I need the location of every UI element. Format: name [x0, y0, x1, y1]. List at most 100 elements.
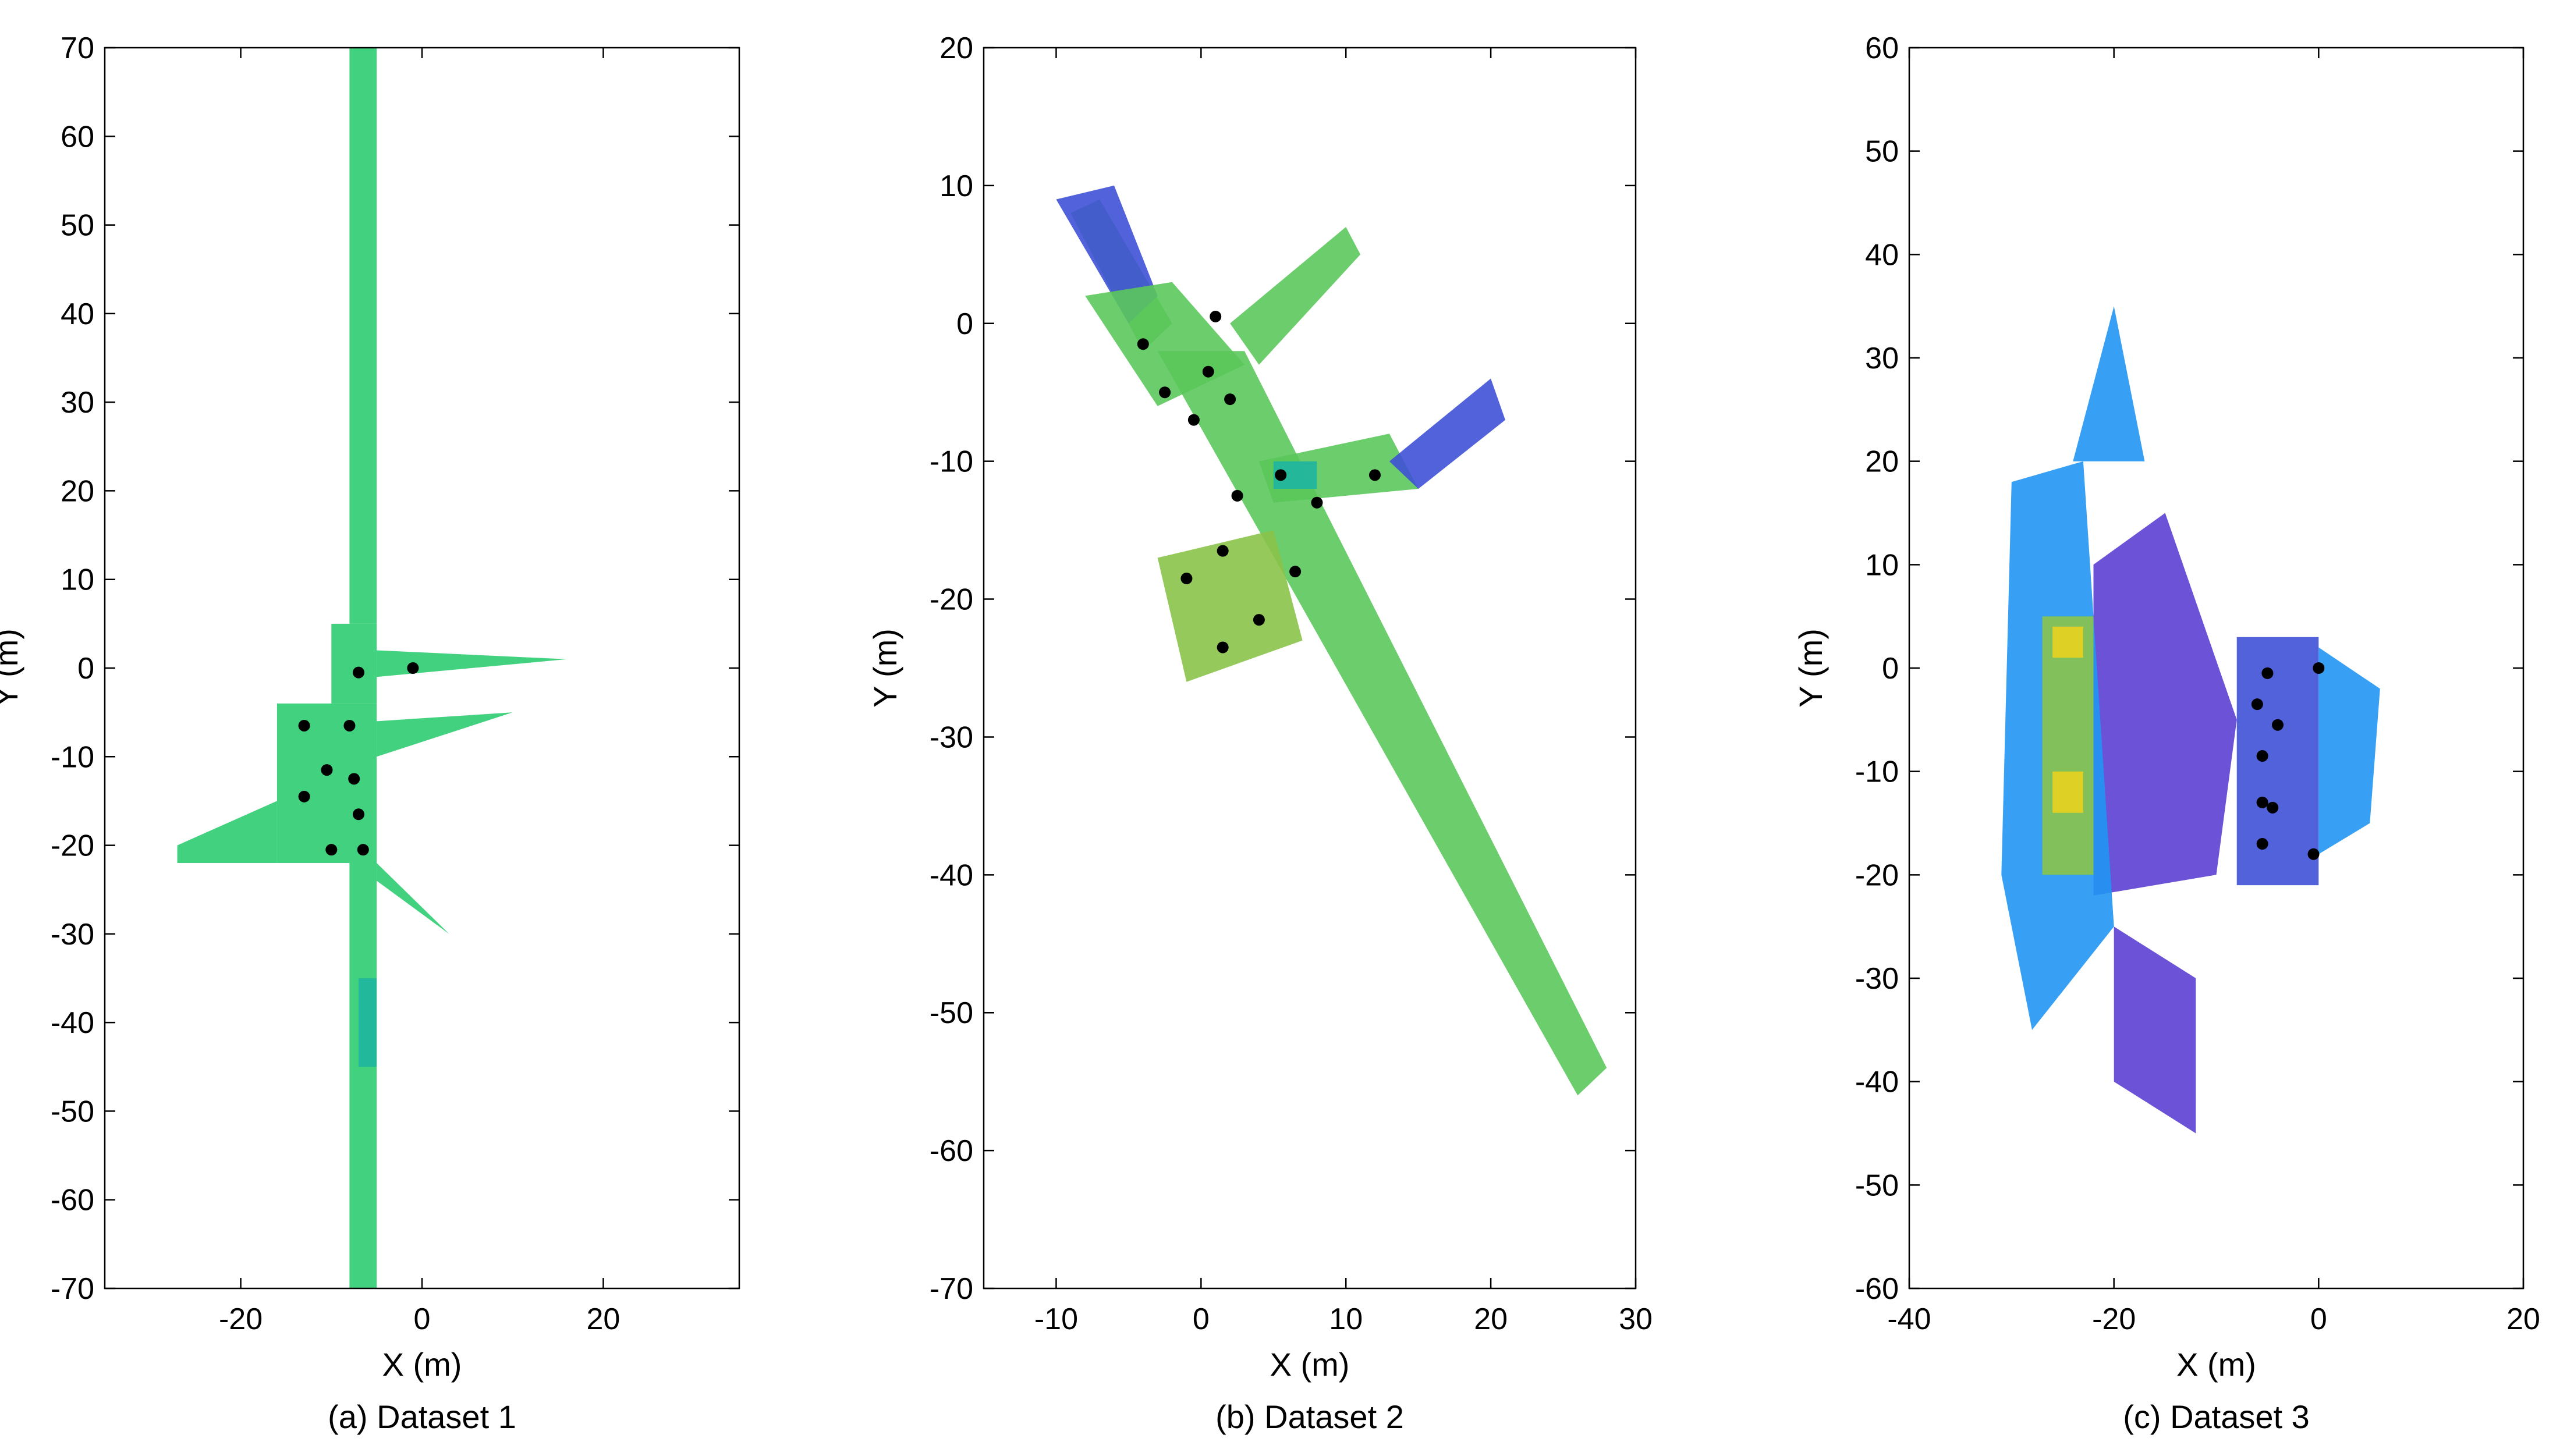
x-tick-label: 20 [2506, 1302, 2540, 1336]
y-tick-label: 10 [939, 169, 973, 203]
point-cloud-region [1389, 378, 1505, 489]
point-cloud-region [2073, 306, 2145, 461]
data-point [1224, 393, 1236, 406]
point-cloud-region [2236, 637, 2319, 886]
y-tick-label: -60 [1855, 1272, 1899, 1306]
data-point [2261, 667, 2274, 679]
data-point [2307, 848, 2320, 860]
panel-caption: (a) Dataset 1 [328, 1398, 516, 1435]
axes-frame [983, 47, 1637, 1290]
y-tick-label: 20 [1865, 445, 1899, 479]
data-point [2256, 750, 2268, 762]
y-tick-label: 50 [1865, 135, 1899, 169]
y-axis-label: Y (m) [1792, 628, 1829, 708]
y-tick-label: 10 [1865, 548, 1899, 582]
panel-dataset-3: -40 -20 0 20 -60 -50 -40 -30 -20 -10 0 10 20 30 40 50 60… [1792, 31, 2540, 1435]
data-point [1187, 414, 1200, 426]
x-axis-label: X (m) [382, 1346, 462, 1383]
y-tick-label: 30 [1865, 342, 1899, 375]
point-cloud-region [377, 650, 568, 677]
y-tick-label: -40 [1855, 1066, 1899, 1099]
y-axis-label: Y (m) [0, 628, 24, 708]
x-tick-label: -20 [2092, 1302, 2136, 1336]
y-tick-label: -70 [51, 1272, 94, 1306]
data-point [2313, 662, 2325, 674]
point-cloud-region [2052, 771, 2083, 813]
data-point [2267, 801, 2279, 814]
y-tick-label: 0 [77, 652, 94, 686]
data-point [407, 662, 419, 674]
data-point [2256, 838, 2268, 850]
y-tick-label: -40 [51, 1006, 94, 1040]
y-tick-label: -20 [930, 583, 973, 617]
data-point [298, 719, 310, 731]
x-tick-label: 20 [587, 1302, 621, 1336]
x-tick-label: 0 [1193, 1302, 1210, 1336]
point-cloud [1056, 185, 1607, 1096]
y-tick-label: -30 [51, 918, 94, 951]
x-tick-label: 0 [414, 1302, 431, 1336]
y-axis-label: Y (m) [867, 628, 903, 708]
point-cloud-region [359, 978, 377, 1067]
y-tick-label: 10 [61, 563, 94, 597]
data-point [1210, 310, 1222, 322]
data-point [298, 790, 310, 802]
data-point [2272, 719, 2284, 731]
y-tick-label: 20 [939, 31, 973, 65]
data-point [1311, 496, 1323, 509]
y-tick-label: -30 [930, 720, 973, 754]
point-cloud-region [2318, 647, 2380, 854]
data-point [1137, 338, 1149, 350]
y-tick-label: -60 [930, 1134, 973, 1168]
x-tick-label: -20 [219, 1302, 263, 1336]
y-tick-label: 40 [1865, 238, 1899, 272]
y-tick-label: -20 [51, 829, 94, 863]
data-point [1289, 566, 1302, 578]
y-tick-label: -50 [51, 1095, 94, 1128]
data-point [1231, 489, 1243, 502]
y-tick-label: 60 [61, 120, 94, 154]
x-tick-label: 30 [1619, 1302, 1653, 1336]
data-point [1180, 573, 1193, 585]
y-tick-label: 50 [61, 209, 94, 243]
y-tick-label: 20 [61, 474, 94, 508]
data-point [348, 773, 360, 785]
point-cloud-region [377, 712, 513, 757]
point-cloud-region [2093, 513, 2237, 896]
data-point [357, 844, 369, 856]
y-tick-label: 0 [956, 307, 973, 341]
data-point [321, 764, 333, 776]
y-tick-label: -30 [1855, 962, 1899, 996]
y-tick-label: -40 [930, 858, 973, 892]
data-point [353, 666, 364, 679]
data-point [2251, 698, 2263, 711]
y-tick-label: 60 [1865, 31, 1899, 65]
point-cloud [2001, 306, 2380, 1134]
panel-caption: (b) Dataset 2 [1215, 1398, 1404, 1435]
x-tick-label: 20 [1474, 1302, 1508, 1336]
y-tick-label: -10 [1855, 755, 1899, 789]
data-point [1275, 469, 1287, 481]
data-point [1217, 641, 1229, 654]
y-tick-label: 0 [1882, 652, 1899, 686]
y-tick-label: 30 [61, 386, 94, 420]
y-tick-label: -60 [51, 1184, 94, 1217]
data-point [2256, 796, 2268, 808]
x-tick-label: -10 [1034, 1302, 1078, 1336]
y-tick-label: -20 [1855, 858, 1899, 892]
point-cloud-region [349, 863, 377, 1288]
x-axis-label: X (m) [2176, 1346, 2256, 1383]
y-tick-label: 40 [61, 297, 94, 331]
y-tick-label: -50 [930, 996, 973, 1030]
panel-dataset-1: -20 0 20 -70 -60 -50 -40 -30 -20 -10 0 10 20 30 40 50 60… [0, 31, 740, 1435]
data-point [1202, 365, 1214, 378]
y-tick-label: -10 [51, 740, 94, 774]
point-cloud-region [1273, 461, 1317, 489]
y-tick-label: -70 [930, 1272, 973, 1306]
point-cloud-region [377, 863, 449, 934]
data-point [1159, 386, 1171, 399]
data-point [1253, 614, 1265, 626]
data-point [353, 808, 364, 821]
point-cloud-region [2052, 626, 2083, 658]
